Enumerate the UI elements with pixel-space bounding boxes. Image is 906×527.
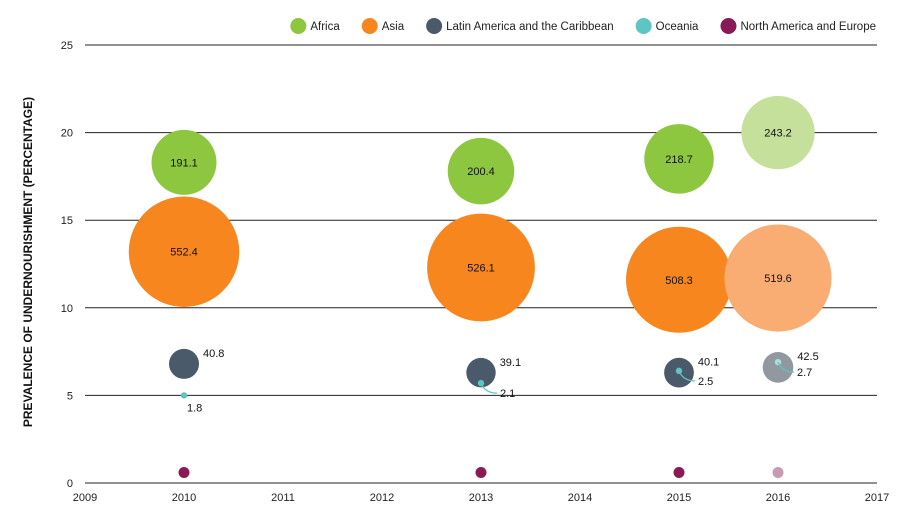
y-axis-label: PREVALENCE OF UNDERNOURISHMENT (PERCENTA…	[21, 97, 35, 427]
legend-marker	[720, 18, 737, 34]
x-tick-label: 2016	[766, 492, 790, 504]
bubble	[180, 392, 188, 399]
bubble-labels: 191.1 200.4 218.7 243.2 552.4 526.1 508.3 519.6…	[170, 128, 819, 415]
legend-label: Latin America and the Caribbean	[446, 21, 614, 33]
bubble	[724, 224, 832, 332]
x-tick-label: 2014	[568, 492, 592, 504]
y-tick-label: 15	[61, 215, 73, 227]
bubble	[772, 466, 784, 478]
legend-item: Asia	[361, 18, 405, 34]
bubble-value-label: 40.8	[203, 348, 224, 360]
bubble-value-label: 2.5	[698, 376, 713, 388]
legend-item: Oceania	[635, 18, 699, 34]
bubble	[475, 466, 487, 478]
bubble-value-label: 508.3	[665, 275, 693, 287]
legend-marker	[426, 18, 443, 34]
bubble-value-label: 552.4	[170, 247, 198, 259]
bubble	[644, 124, 714, 194]
bubble-value-label: 191.1	[170, 157, 198, 169]
bubble	[741, 95, 815, 170]
legend-label: Asia	[382, 21, 405, 33]
bubble-value-label: 519.6	[764, 273, 792, 285]
leader-line	[480, 382, 498, 394]
legend-item: North America and Europe	[720, 18, 876, 34]
bubble-value-label: 243.2	[764, 128, 792, 140]
y-tick-label: 20	[61, 128, 73, 140]
legend-item: Africa	[290, 18, 340, 34]
bubble	[762, 352, 794, 383]
legend-label: North America and Europe	[740, 21, 876, 33]
bubble-value-label: 1.8	[187, 402, 202, 414]
bubble-value-label: 2.7	[797, 367, 812, 379]
bubble	[178, 466, 190, 478]
bubble	[466, 357, 496, 388]
y-tick-label: 5	[67, 390, 73, 402]
bubbles	[128, 95, 832, 478]
bubble	[673, 466, 685, 478]
legend-label: Oceania	[656, 21, 699, 33]
bubble	[128, 196, 240, 307]
bubble-value-label: 526.1	[467, 263, 495, 275]
y-tick-label: 10	[61, 303, 73, 315]
bubble	[427, 213, 535, 322]
legend-marker	[290, 18, 307, 34]
x-tick-label: 2009	[73, 492, 97, 504]
x-tick-label: 2011	[271, 492, 295, 504]
y-tick-label: 0	[67, 478, 73, 490]
bubble-value-label: 2.1	[500, 388, 515, 400]
bubble	[168, 348, 200, 379]
leader-line	[678, 370, 696, 382]
bubble	[447, 137, 515, 205]
bubble-value-label: 39.1	[500, 357, 521, 369]
bubble-value-label: 40.1	[698, 357, 719, 369]
legend-item: Latin America and the Caribbean	[426, 18, 614, 34]
legend-marker	[361, 18, 378, 34]
legend-marker	[635, 18, 652, 34]
x-tick-label: 2017	[865, 492, 889, 504]
bubble-value-label: 218.7	[665, 154, 693, 166]
x-tick-labels: 2009 2010 2011 2012 2013 2014 2015 2016 2017	[73, 492, 889, 504]
y-tick-labels: 0 5 10 15 20 25	[61, 40, 73, 490]
x-tick-label: 2015	[667, 492, 691, 504]
legend-label: Africa	[310, 21, 340, 33]
x-tick-label: 2013	[469, 492, 493, 504]
leader-line	[777, 361, 795, 373]
bubble-value-label: 42.5	[797, 351, 818, 363]
y-tick-label: 25	[61, 40, 73, 52]
bubble-value-label: 200.4	[467, 166, 495, 178]
x-tick-label: 2010	[172, 492, 196, 504]
bubble	[626, 226, 732, 333]
x-tick-label: 2012	[370, 492, 394, 504]
legend: Africa Asia Latin America and the Caribbea…	[290, 18, 876, 34]
bubble	[151, 129, 217, 195]
